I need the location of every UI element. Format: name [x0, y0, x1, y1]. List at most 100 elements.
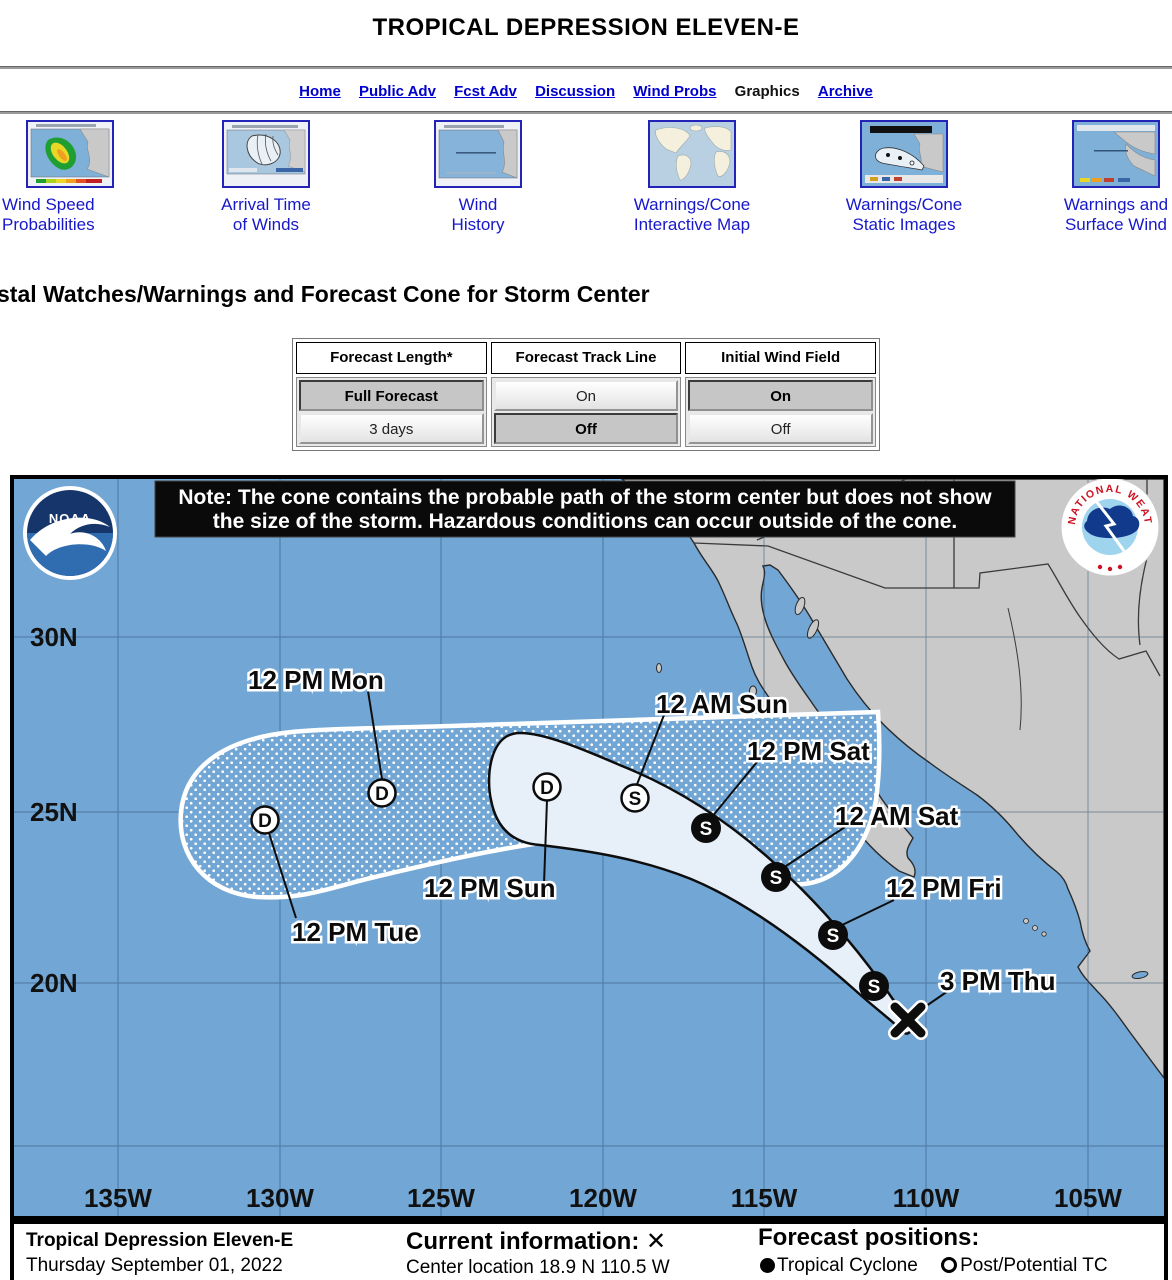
- svg-text:NOAA: NOAA: [49, 511, 91, 526]
- nav-discussion[interactable]: Discussion: [535, 83, 616, 100]
- nav-wind-probs[interactable]: Wind Probs: [633, 83, 717, 100]
- svg-text:S: S: [827, 926, 840, 947]
- svg-text:S: S: [770, 868, 783, 889]
- marker-tropical-cyclone: S: [859, 971, 889, 1001]
- nav-fcst-adv[interactable]: Fcst Adv: [454, 83, 517, 100]
- point-label: 12 PM Tue: [292, 917, 419, 947]
- noaa-logo: NOAA: [23, 486, 117, 580]
- surface-wind-map-icon[interactable]: [1072, 120, 1160, 188]
- nav-graphics-current[interactable]: Graphics: [734, 83, 800, 100]
- svg-text:D: D: [258, 811, 272, 832]
- lon-label: 125W: [407, 1183, 475, 1213]
- svg-text:D: D: [540, 778, 554, 799]
- wind-field-on-button[interactable]: On: [688, 380, 873, 411]
- arrival-time-map-icon[interactable]: [222, 120, 310, 188]
- point-label: 12 AM Sat: [835, 801, 959, 831]
- center-location: Center location 18.9 N 110.5 W: [406, 1257, 670, 1278]
- thumbnail-warnings-surface-wind[interactable]: Warnings and Surface Wind: [1034, 120, 1172, 235]
- thumbnail-warnings-cone-static-images[interactable]: Warnings/Cone Static Images: [822, 120, 986, 235]
- track-line-on-button[interactable]: On: [493, 380, 679, 411]
- marker-tropical-cyclone: S: [691, 813, 721, 843]
- current-information-label: Current information: ✕: [406, 1228, 667, 1255]
- point-label: 12 PM Sun: [424, 873, 555, 903]
- post-potential-tc-legend-label: Post/Potential TC: [960, 1255, 1108, 1276]
- post-potential-tc-legend-icon: [941, 1257, 958, 1273]
- svg-text:S: S: [629, 789, 642, 810]
- lon-label: 110W: [893, 1183, 960, 1213]
- label-leader-lines: [267, 690, 949, 1014]
- tropical-cyclone-legend-icon: [760, 1258, 775, 1273]
- forecast-positions-legend: Tropical Cyclone Post/Potential TC: [760, 1255, 1108, 1277]
- current-position-x-glyph: ✕: [646, 1228, 667, 1255]
- wind-speed-prob-map-icon[interactable]: [26, 120, 114, 188]
- thumbnail-label[interactable]: Warnings/Cone Interactive Map: [633, 195, 751, 234]
- marker-post-potential-tc: D: [250, 805, 280, 835]
- thumbnail-arrival-time-of-winds[interactable]: Arrival Time of Winds: [184, 120, 348, 235]
- page-title: TROPICAL DEPRESSION ELEVEN-E: [372, 14, 800, 41]
- thumbnail-label[interactable]: Arrival Time of Winds: [221, 195, 311, 234]
- section-heading: stal Watches/Warnings and Forecast Cone …: [0, 281, 650, 307]
- thumbnail-label[interactable]: Warnings and Surface Wind: [1063, 195, 1169, 234]
- point-label: 12 PM Mon: [248, 665, 384, 695]
- coordinate-labels: 30N 25N 20N 135W 130W 125W 120W 115W 110…: [30, 622, 1122, 1213]
- full-forecast-button[interactable]: Full Forecast: [299, 380, 484, 411]
- note-line-1: Note: The cone contains the probable pat…: [178, 486, 992, 509]
- lon-label: 115W: [731, 1183, 798, 1213]
- note-line-2: the size of the storm. Hazardous conditi…: [213, 510, 957, 533]
- current-position-x-marker: [888, 1000, 928, 1040]
- lon-label: 105W: [1054, 1183, 1122, 1213]
- track-line-off-button[interactable]: Off: [493, 413, 679, 444]
- control-forecast-length: Forecast Length* Full Forecast 3 days: [296, 342, 487, 447]
- advisory-date: Thursday September 01, 2022: [26, 1255, 283, 1276]
- wind-field-off-button[interactable]: Off: [688, 413, 873, 444]
- thumbnail-warnings-cone-interactive-map[interactable]: Warnings/Cone Interactive Map: [610, 120, 774, 235]
- nav-archive[interactable]: Archive: [817, 83, 873, 100]
- nav-public-adv[interactable]: Public Adv: [358, 83, 436, 100]
- point-label: 12 PM Sat: [747, 736, 870, 766]
- wind-history-map-icon[interactable]: [434, 120, 522, 188]
- forecast-cone-map: 30N 25N 20N 135W 130W 125W 120W 115W 110…: [10, 475, 1168, 1220]
- svg-text:S: S: [700, 819, 713, 840]
- thumbnail-label[interactable]: Wind Speed Probabilities: [2, 195, 95, 234]
- forecast-position-markers: S S S S S D D D: [250, 772, 928, 1040]
- svg-text:S: S: [868, 977, 881, 998]
- forecast-positions-label: Forecast positions:: [758, 1224, 980, 1251]
- storm-name: Tropical Depression Eleven-E: [26, 1230, 294, 1251]
- point-label: 12 AM Sun: [656, 689, 788, 719]
- control-header: Forecast Track Line: [490, 342, 682, 374]
- control-header: Forecast Length*: [296, 342, 487, 374]
- control-forecast-track-line: Forecast Track Line On Off: [490, 342, 682, 447]
- cone-graphic-icon[interactable]: [860, 120, 948, 188]
- lat-label: 25N: [30, 797, 78, 827]
- thumbnail-label[interactable]: Warnings/Cone Static Images: [845, 195, 963, 234]
- lon-label: 120W: [569, 1183, 637, 1213]
- lat-label: 30N: [30, 622, 78, 652]
- forecast-point-labels: 3 PM Thu 12 PM Fri 12 AM Sat 12 PM Sat 1…: [246, 663, 1059, 999]
- cone-day1-3: [487, 731, 914, 1035]
- divider: [0, 111, 1172, 114]
- lon-label: 135W: [84, 1183, 152, 1213]
- nav-home[interactable]: Home: [299, 83, 341, 100]
- marker-tropical-cyclone: S: [761, 862, 791, 892]
- land-north-america: [620, 479, 1164, 1080]
- marker-post-potential-tc: S: [620, 783, 650, 813]
- thumbnail-wind-speed-probabilities[interactable]: Wind Speed Probabilities: [0, 120, 152, 235]
- thumbnail-label[interactable]: Wind History: [451, 195, 505, 234]
- world-map-icon[interactable]: [648, 120, 736, 188]
- marker-post-potential-tc: D: [532, 772, 562, 802]
- storm-info-bar: Tropical Depression Eleven-E Thursday Se…: [10, 1220, 1168, 1280]
- lon-label: 130W: [246, 1183, 314, 1213]
- marker-tropical-cyclone: S: [818, 920, 848, 950]
- cone-note: Note: The cone contains the probable pat…: [154, 480, 1016, 538]
- thumbnail-wind-history[interactable]: Wind History: [396, 120, 560, 235]
- marker-post-potential-tc: D: [367, 778, 397, 808]
- control-initial-wind-field: Initial Wind Field On Off: [685, 342, 876, 447]
- control-header: Initial Wind Field: [685, 342, 876, 374]
- three-days-button[interactable]: 3 days: [299, 413, 484, 444]
- svg-text:D: D: [375, 784, 389, 805]
- point-label: 3 PM Thu: [940, 966, 1056, 996]
- cone-display-controls: Forecast Length* Full Forecast 3 days Fo…: [292, 338, 880, 451]
- lat-label: 20N: [30, 968, 78, 998]
- tropical-cyclone-legend-label: Tropical Cyclone: [777, 1255, 918, 1276]
- divider: [0, 66, 1172, 69]
